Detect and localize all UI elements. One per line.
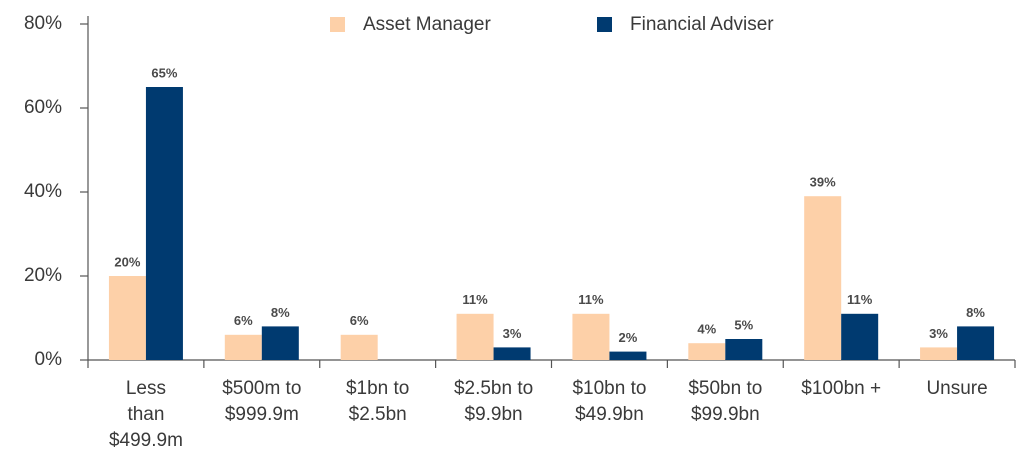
- y-tick-label: 20%: [24, 265, 62, 286]
- y-tick-label: 60%: [24, 97, 62, 118]
- x-tick-label: $49.9bn: [575, 404, 644, 425]
- legend-label: Financial Adviser: [630, 14, 774, 35]
- value-label: 6%: [350, 313, 369, 328]
- value-label: 11%: [462, 292, 488, 307]
- bar: [108, 276, 146, 360]
- x-tick-label: than: [127, 404, 164, 425]
- x-tick-label: $9.9bn: [465, 404, 523, 425]
- bar: [572, 313, 610, 360]
- bar: [261, 326, 299, 360]
- legend-swatch: [330, 17, 345, 32]
- x-tick-label: $2.5bn to: [454, 378, 533, 399]
- x-tick-label: $10bn to: [572, 378, 646, 399]
- y-tick-label: 40%: [24, 181, 62, 202]
- bar: [920, 347, 958, 360]
- bar: [725, 339, 763, 360]
- x-tick-label: $100bn +: [801, 378, 881, 399]
- value-label: 6%: [234, 313, 253, 328]
- value-label: 4%: [697, 322, 716, 337]
- bar: [145, 87, 183, 360]
- value-label: 11%: [578, 292, 604, 307]
- x-tick-label: $500m to: [222, 378, 301, 399]
- bar: [957, 326, 995, 360]
- bar: [804, 196, 842, 360]
- bar: [609, 351, 647, 360]
- x-tick-label: $99.9bn: [691, 404, 760, 425]
- x-tick-label: Unsure: [926, 378, 987, 399]
- x-tick-label: $50bn to: [688, 378, 762, 399]
- bar: [456, 313, 494, 360]
- value-label: 3%: [929, 326, 948, 341]
- x-tick-label: $999.9m: [225, 404, 299, 425]
- legend-label: Asset Manager: [363, 14, 491, 35]
- bar: [493, 347, 531, 360]
- x-tick-label: $2.5bn: [349, 404, 407, 425]
- value-label: 39%: [810, 175, 836, 190]
- x-tick-label: Less: [126, 378, 166, 399]
- legend-swatch: [597, 17, 612, 32]
- y-tick-label: 0%: [35, 349, 63, 370]
- value-label: 11%: [847, 292, 873, 307]
- x-tick-label: $1bn to: [346, 378, 409, 399]
- bar: [224, 334, 262, 360]
- value-label: 65%: [151, 65, 177, 80]
- value-label: 2%: [619, 330, 638, 345]
- y-tick-label: 80%: [24, 13, 62, 34]
- value-label: 20%: [114, 254, 140, 269]
- bar: [841, 313, 879, 360]
- value-label: 3%: [503, 326, 522, 341]
- x-tick-label: $499.9m: [109, 430, 183, 451]
- bar: [340, 334, 378, 360]
- value-label: 8%: [271, 305, 290, 320]
- value-label: 8%: [966, 305, 985, 320]
- value-label: 5%: [734, 317, 753, 332]
- bar: [688, 343, 726, 360]
